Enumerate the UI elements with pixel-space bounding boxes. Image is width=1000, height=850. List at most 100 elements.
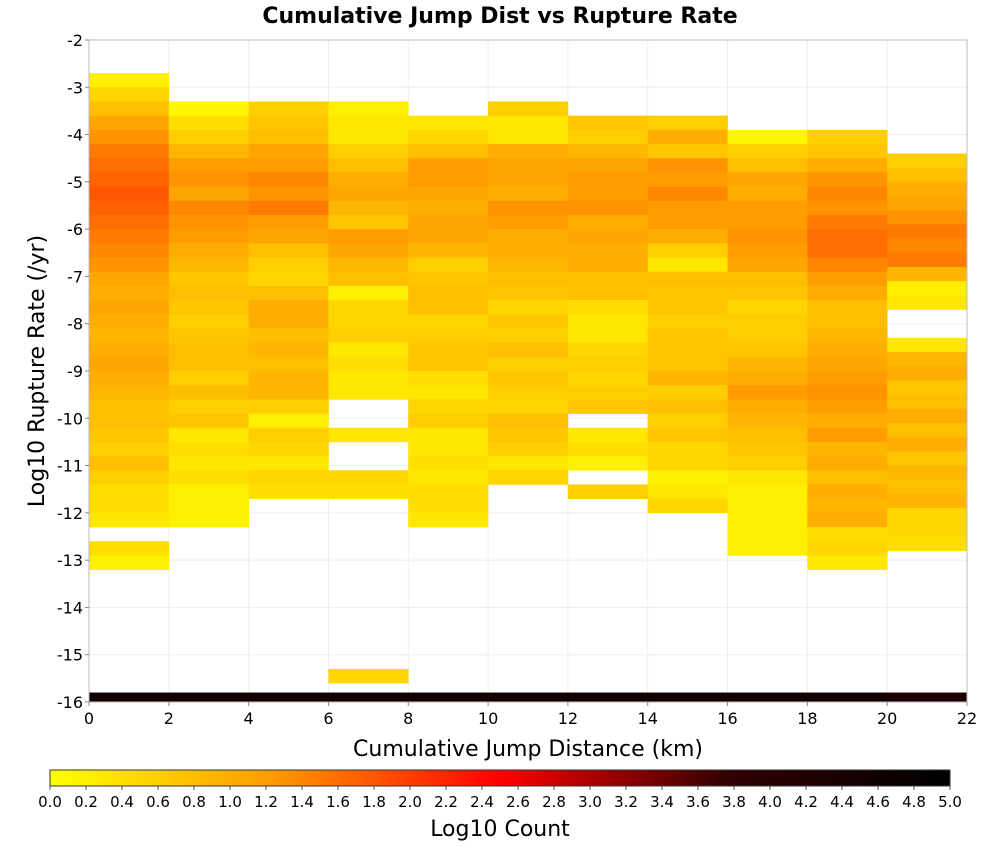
heatmap-cell: [248, 129, 329, 145]
heatmap-cell: [647, 214, 728, 230]
heatmap-cell: [408, 371, 489, 386]
heatmap-cell: [408, 200, 489, 216]
heatmap-cell: [647, 328, 728, 343]
heatmap-cell: [328, 692, 409, 702]
heatmap-cell: [488, 101, 569, 116]
heatmap-cell: [887, 437, 968, 452]
heatmap-cell: [567, 385, 649, 400]
heatmap-cell: [887, 153, 968, 168]
heatmap-cell: [89, 186, 170, 202]
heatmap-cell: [89, 73, 170, 88]
heatmap-cell: [408, 484, 489, 499]
heatmap-cell: [807, 300, 888, 315]
heatmap-cell: [647, 229, 728, 244]
heatmap-cell: [168, 692, 249, 702]
heatmap-cell: [807, 229, 888, 244]
y-tick-label: -14: [57, 598, 83, 617]
heatmap-cell: [328, 214, 409, 230]
heatmap-cell: [488, 300, 569, 315]
heatmap-cell: [567, 229, 649, 244]
heatmap-cell: [807, 456, 888, 471]
heatmap-cell: [168, 456, 249, 471]
heatmap-cell: [727, 456, 808, 471]
y-axis-ticks: -2 -3 -4 -5 -6 -7 -8 -9 -10 -11 -12 -13 -14 -15 -16: [57, 31, 89, 712]
colorbar-tick-label: 2.2: [434, 793, 458, 811]
heatmap-cell: [567, 172, 649, 187]
heatmap-cell: [248, 413, 329, 429]
heatmap-cell: [89, 200, 170, 216]
heatmap-cell: [248, 314, 329, 329]
heatmap-cell: [89, 456, 170, 471]
heatmap-cell: [89, 285, 170, 301]
heatmap-cell: [328, 668, 409, 684]
heatmap-cell: [807, 200, 888, 216]
heatmap-cell: [567, 441, 649, 457]
heatmap-cell: [408, 498, 489, 514]
heatmap-cell: [408, 470, 489, 485]
heatmap-cell: [328, 243, 409, 258]
heatmap-cell: [89, 328, 170, 343]
heatmap-cell: [488, 399, 569, 414]
heatmap-cell: [248, 257, 329, 272]
colorbar-tick-label: 5.0: [938, 793, 962, 811]
heatmap-cell: [328, 172, 409, 187]
y-tick-label: -15: [57, 646, 83, 665]
colorbar-tick-label: 0.6: [146, 793, 170, 811]
heatmap-cell: [647, 484, 728, 499]
heatmap-cell: [567, 300, 649, 315]
y-tick-label: -7: [67, 267, 83, 286]
heatmap-cell: [89, 144, 170, 159]
heatmap-cell: [647, 692, 728, 702]
chart-title: Cumulative Jump Dist vs Rupture Rate: [262, 4, 737, 29]
heatmap-cell: [807, 441, 888, 457]
heatmap-cell: [567, 356, 649, 372]
x-tick-label: 8: [403, 709, 413, 728]
heatmap-cell: [328, 300, 409, 315]
heatmap-cell: [408, 385, 489, 400]
heatmap-cell: [408, 456, 489, 471]
heatmap-cell: [328, 385, 409, 400]
heatmap-cell: [567, 342, 649, 358]
heatmap-cell: [488, 342, 569, 358]
heatmap-cell: [89, 385, 170, 400]
heatmap-cell: [89, 427, 170, 443]
heatmap-cell: [727, 158, 808, 173]
heatmap-cell: [328, 158, 409, 173]
colorbar-tick-label: 1.2: [254, 793, 278, 811]
heatmap-cell: [647, 172, 728, 187]
heatmap-cell: [328, 371, 409, 386]
colorbar-tick-label: 4.6: [866, 793, 890, 811]
heatmap-cell: [488, 214, 569, 230]
heatmap-cell: [408, 158, 489, 173]
heatmap-cell: [647, 470, 728, 485]
heatmap-cell: [248, 186, 329, 202]
heatmap-cell: [89, 300, 170, 315]
heatmap-cell: [647, 271, 728, 287]
heatmap-cell: [488, 314, 569, 329]
colorbar-tick-label: 3.4: [650, 793, 674, 811]
heatmap-cell: [248, 158, 329, 173]
colorbar-tick-label: 3.8: [722, 793, 746, 811]
heatmap-cell: [89, 692, 170, 702]
heatmap-cell: [727, 527, 808, 542]
heatmap-cell: [488, 158, 569, 173]
heatmap-cell: [488, 229, 569, 244]
heatmap-cell: [89, 214, 170, 230]
colorbar-label: Log10 Count: [430, 817, 570, 842]
heatmap-cell: [647, 371, 728, 386]
y-tick-label: -13: [57, 551, 83, 570]
heatmap-cell: [248, 300, 329, 315]
heatmap-cell: [727, 257, 808, 272]
heatmap-cell: [248, 356, 329, 372]
heatmap-cell: [408, 186, 489, 202]
heatmap-cell: [408, 692, 489, 702]
heatmap-cell: [488, 692, 569, 702]
heatmap-cell: [887, 337, 968, 353]
heatmap-cell: [328, 484, 409, 499]
heatmap-cell: [89, 87, 170, 102]
heatmap-cell: [408, 356, 489, 372]
heatmap-cell: [488, 200, 569, 216]
heatmap-cell: [807, 385, 888, 400]
heatmap-cell: [887, 508, 968, 523]
heatmap-cell: [727, 385, 808, 400]
